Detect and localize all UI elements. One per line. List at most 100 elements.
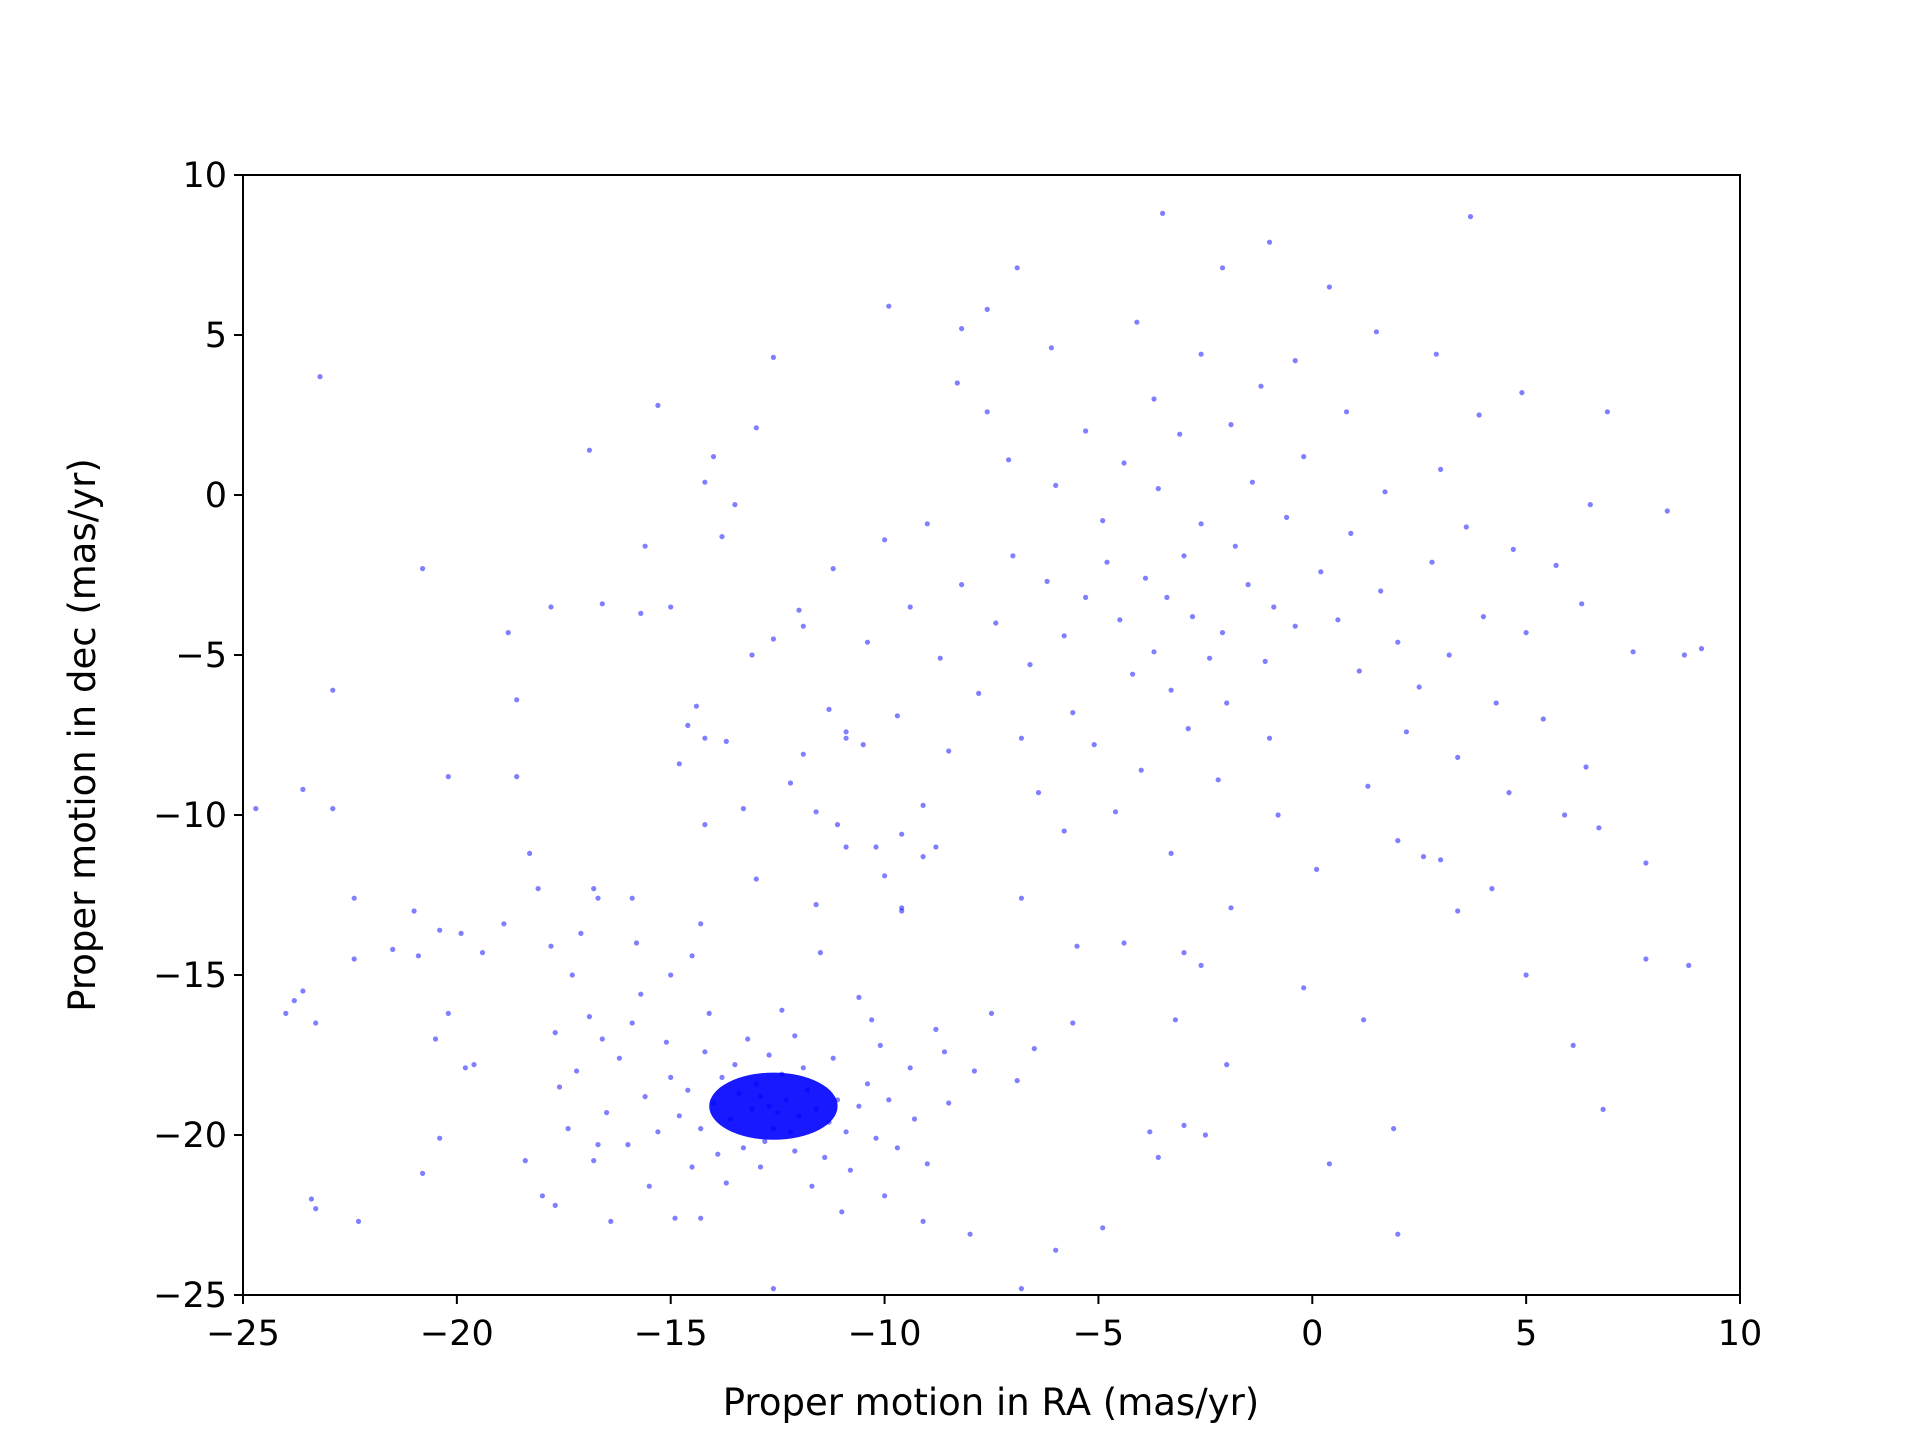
data-point [655, 402, 661, 408]
data-point [330, 806, 336, 812]
data-point [1438, 857, 1444, 863]
data-point [1463, 524, 1469, 530]
data-point [1100, 1225, 1106, 1231]
data-point [860, 742, 866, 748]
data-point [886, 1097, 892, 1103]
data-point [1130, 671, 1136, 677]
data-point [946, 1100, 952, 1106]
data-point [1335, 617, 1341, 623]
data-point [1048, 345, 1054, 351]
data-point [894, 1145, 901, 1151]
data-point [313, 1020, 319, 1026]
data-point [740, 1145, 747, 1151]
data-point [1207, 655, 1213, 661]
data-point [792, 1033, 798, 1039]
data-point [715, 1151, 721, 1157]
data-point [672, 1215, 678, 1221]
data-point [1301, 454, 1307, 460]
data-point [445, 1010, 451, 1017]
data-point [1219, 630, 1226, 636]
data-point [873, 1135, 879, 1141]
data-point [591, 1158, 597, 1164]
data-point [1275, 812, 1281, 818]
data-point [1035, 790, 1042, 796]
data-point [1100, 518, 1106, 524]
data-point [1168, 850, 1174, 857]
data-point [856, 1103, 862, 1109]
data-point [1604, 409, 1610, 415]
data-point [779, 1007, 785, 1013]
data-point [1121, 940, 1127, 946]
data-point [723, 738, 729, 745]
data-point [1570, 1042, 1576, 1048]
data-point [501, 921, 507, 927]
data-point [1168, 687, 1174, 693]
y-tick-label: 5 [205, 316, 227, 356]
data-point [574, 1068, 580, 1074]
data-point [1438, 466, 1444, 472]
data-point [1266, 239, 1273, 245]
data-point [1292, 623, 1298, 629]
data-point [702, 479, 708, 485]
data-point [1271, 604, 1277, 610]
data-point [920, 1218, 926, 1224]
y-tick-label: −20 [153, 1116, 227, 1156]
data-point [732, 502, 738, 508]
data-point [826, 706, 832, 713]
data-point [1395, 639, 1401, 645]
data-point [1395, 838, 1401, 844]
data-point [1138, 767, 1144, 773]
data-point [1510, 546, 1516, 553]
data-point [762, 1138, 768, 1144]
data-point [1361, 1017, 1367, 1023]
y-tick-label: −10 [153, 796, 227, 836]
data-point [689, 1164, 695, 1170]
data-point [843, 1129, 849, 1135]
x-tick-label: −15 [634, 1314, 708, 1354]
data-point [770, 354, 777, 360]
data-point [1373, 329, 1379, 335]
data-point [1326, 284, 1332, 290]
data-point [330, 687, 336, 693]
data-point [668, 604, 674, 610]
data-point [770, 636, 777, 642]
data-point [1365, 783, 1371, 789]
data-point [1010, 553, 1016, 559]
data-point [1403, 729, 1409, 735]
data-point [1224, 1062, 1230, 1068]
data-point [415, 953, 421, 959]
data-point [899, 905, 905, 911]
x-tick-label: −10 [848, 1314, 922, 1354]
x-tick-label: 10 [1718, 1314, 1763, 1354]
data-point [1070, 710, 1076, 716]
data-point [604, 1110, 610, 1116]
data-point [1061, 633, 1067, 639]
data-point [514, 774, 520, 780]
data-point [1698, 646, 1705, 652]
data-point [1189, 614, 1196, 620]
data-point [676, 761, 682, 767]
data-point [933, 844, 939, 850]
data-point [1395, 1231, 1401, 1237]
data-point [1198, 351, 1204, 357]
data-point [1343, 409, 1350, 415]
data-point [432, 1036, 439, 1042]
data-point [351, 956, 357, 962]
data-point [1540, 716, 1546, 722]
data-point [505, 630, 511, 636]
data-point [787, 780, 794, 786]
data-point [1596, 825, 1602, 831]
data-point [1583, 764, 1589, 770]
data-point [1014, 1078, 1020, 1084]
data-point [462, 1065, 468, 1071]
data-point [886, 303, 892, 309]
data-point [1027, 662, 1033, 668]
data-point [642, 543, 648, 549]
data-point [839, 1209, 845, 1215]
data-point [882, 873, 888, 879]
data-point [899, 831, 905, 837]
data-point [1420, 854, 1427, 860]
data-point [817, 950, 824, 956]
